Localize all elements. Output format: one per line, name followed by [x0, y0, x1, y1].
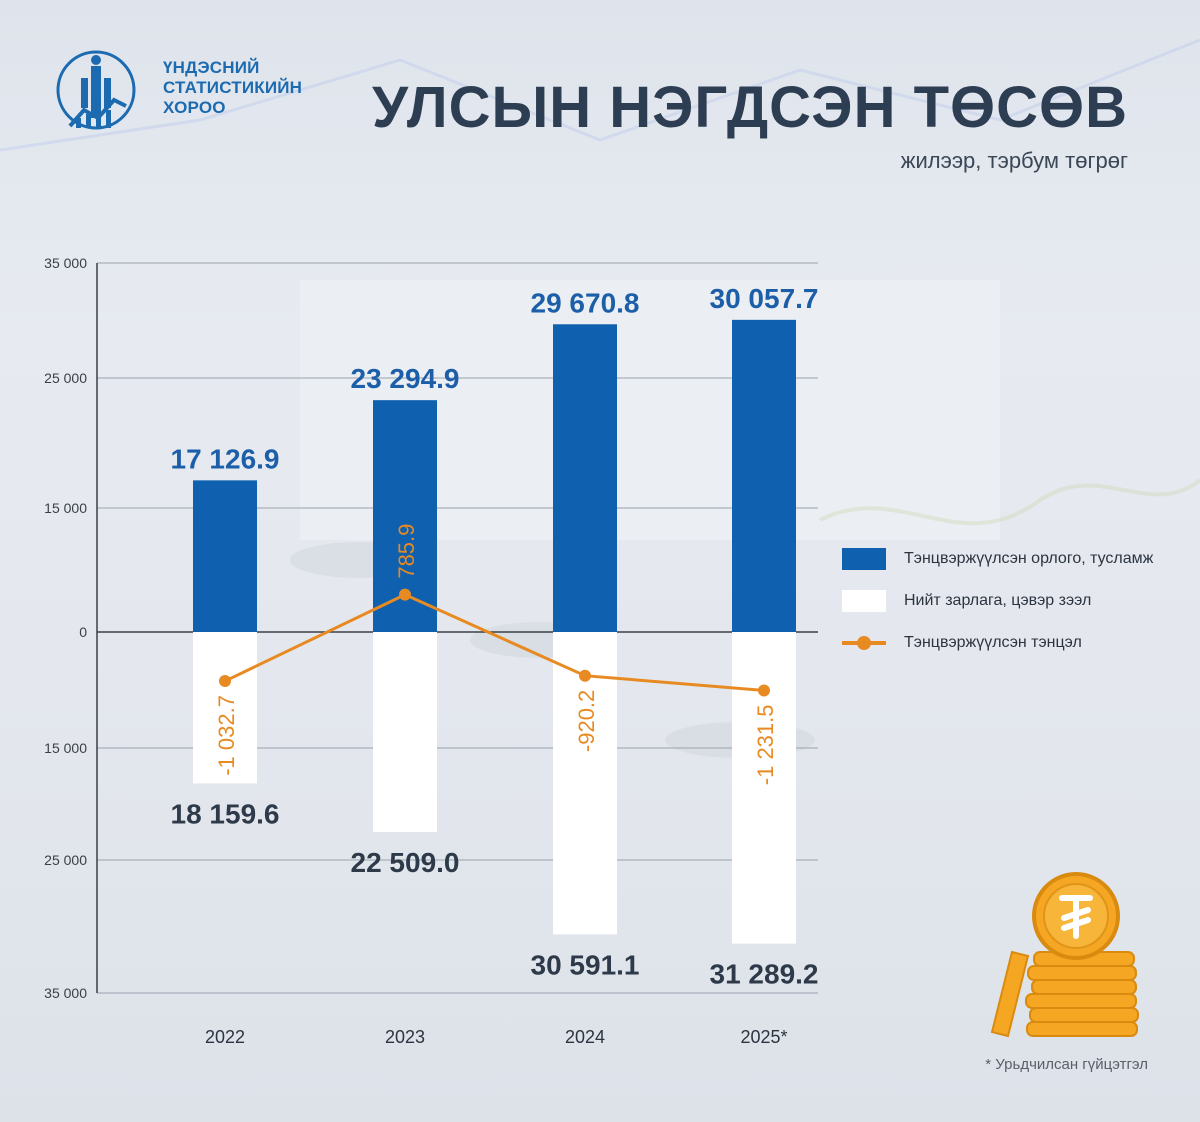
legend-label-revenue: Тэнцвэржүүлсэн орлого, тусламж	[904, 550, 1154, 567]
bar-revenue-2025*	[732, 319, 796, 632]
x-tick-label: 2024	[565, 1027, 605, 1047]
legend-item-revenue: Тэнцвэржүүлсэн орлого, тусламж	[842, 546, 1182, 572]
legend-label-expenditure: Нийт зарлага, цэвэр зээл	[904, 592, 1092, 609]
data-label-expenditure: 22 509.0	[351, 847, 460, 878]
x-tick-label: 2025*	[740, 1027, 787, 1047]
data-label-revenue: 29 670.8	[531, 287, 640, 318]
legend-swatch-expenditure	[842, 590, 886, 612]
legend-swatch-revenue	[842, 548, 886, 570]
soyombo-emblem-icon	[56, 50, 136, 130]
balance-point	[758, 684, 770, 697]
data-label-balance: -1 231.5	[753, 704, 778, 785]
bar-expenditure-2025*	[732, 632, 796, 944]
x-tick-label: 2023	[385, 1027, 425, 1047]
page-subtitle: жилээр, тэрбум төгрөг	[900, 148, 1128, 173]
balance-point	[219, 675, 231, 688]
balance-line	[224, 593, 765, 692]
bar-expenditure-2024	[553, 632, 617, 935]
y-tick-label: 0	[79, 624, 87, 640]
page-title: УЛСЫН НЭГДСЭН ТӨСӨВ	[372, 75, 1128, 140]
chart-legend: Тэнцвэржүүлсэн орлого, тусламж Нийт зарл…	[842, 546, 1182, 672]
data-label-revenue: 23 294.9	[351, 363, 460, 394]
data-label-expenditure: 18 159.6	[171, 798, 280, 829]
y-tick-label: 25 000	[44, 852, 87, 868]
y-tick-label: 25 000	[44, 370, 87, 386]
legend-label-balance: Тэнцвэржүүлсэн тэнцэл	[904, 634, 1082, 651]
data-label-revenue: 17 126.9	[171, 443, 280, 474]
data-label-expenditure: 31 289.2	[710, 959, 819, 990]
bar-revenue-2024	[553, 324, 617, 632]
tugrik-coin-stack-icon	[990, 872, 1139, 1038]
y-tick-label: 15 000	[44, 740, 87, 756]
y-tick-label: 15 000	[44, 500, 87, 516]
legend-item-balance: Тэнцвэржүүлсэн тэнцэл	[842, 630, 1182, 656]
logo-line-1: ҮНДЭСНИЙ	[163, 58, 260, 77]
bar-expenditure-2022	[193, 632, 257, 784]
data-label-revenue: 30 057.7	[710, 283, 819, 314]
legend-swatch-balance	[842, 632, 886, 654]
data-label-balance: -1 032.7	[214, 695, 239, 776]
logo-line-2: СТАТИСТИКИЙН	[163, 78, 303, 97]
y-tick-label: 35 000	[44, 255, 87, 271]
footnote: * Урьдчилсан гүйцэтгэл	[985, 1056, 1148, 1073]
bar-expenditure-2023	[373, 632, 437, 833]
balance-point	[399, 588, 411, 601]
data-label-balance: -920.2	[574, 690, 599, 752]
logo-emblem	[56, 50, 136, 130]
x-tick-label: 2022	[205, 1027, 245, 1047]
logo-text: ҮНДЭСНИЙ СТАТИСТИКИЙН ХОРОО	[163, 58, 302, 118]
legend-item-expenditure: Нийт зарлага, цэвэр зээл	[842, 588, 1182, 614]
y-tick-label: 35 000	[44, 985, 87, 1001]
data-label-balance: 785.9	[394, 524, 419, 579]
data-label-expenditure: 30 591.1	[531, 949, 640, 980]
logo-line-3: ХОРОО	[163, 98, 226, 117]
balance-point	[579, 669, 591, 682]
bar-revenue-2022	[193, 480, 257, 632]
